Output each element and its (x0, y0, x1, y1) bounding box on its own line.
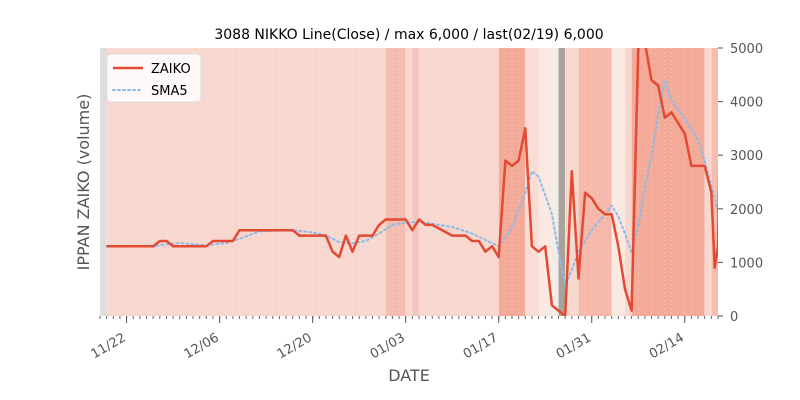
background-band (611, 48, 625, 316)
background-band (405, 48, 413, 316)
background-band (418, 48, 499, 316)
y-tick-label: 5000 (730, 42, 763, 57)
y-tick-label: 4000 (730, 96, 763, 111)
background-band (385, 48, 406, 316)
y-tick-label: 2000 (730, 203, 763, 218)
x-tick-label: 11/22 (89, 330, 129, 362)
legend-label-zaiko: ZAIKO (151, 62, 191, 77)
background-band (558, 48, 566, 316)
x-tick-label: 01/31 (554, 330, 594, 362)
chart-title: 3088 NIKKO Line(Close) / max 6,000 / las… (214, 27, 603, 43)
legend: ZAIKO SMA5 (106, 53, 202, 103)
y-tick-label: 1000 (730, 256, 763, 271)
background-band (100, 48, 107, 316)
series-line-zaiko (106, 48, 718, 316)
x-tick-label: 02/14 (647, 330, 687, 362)
y-tick-label: 0 (730, 310, 738, 325)
background-band (624, 48, 632, 316)
y-tick-label: 3000 (730, 149, 763, 164)
background-band (551, 48, 559, 316)
x-tick-label: 12/06 (182, 330, 222, 362)
y-axis-label: IPPAN ZAIKO (volume) (74, 94, 93, 271)
x-axis: 11/22 12/06 12/20 01/03 01/17 01/31 02/14 (89, 316, 719, 362)
y-axis: 0 1000 2000 3000 4000 5000 (718, 42, 763, 325)
x-axis-label: DATE (388, 366, 430, 385)
series-layer (105, 48, 718, 316)
background-bands (100, 48, 718, 316)
x-tick-label: 12/20 (275, 330, 315, 362)
x-tick-label: 01/17 (461, 330, 501, 362)
background-band (578, 48, 612, 316)
x-tick-label: 01/03 (368, 330, 408, 362)
background-band (711, 48, 718, 316)
legend-label-sma5: SMA5 (151, 84, 188, 99)
background-band (412, 48, 419, 316)
